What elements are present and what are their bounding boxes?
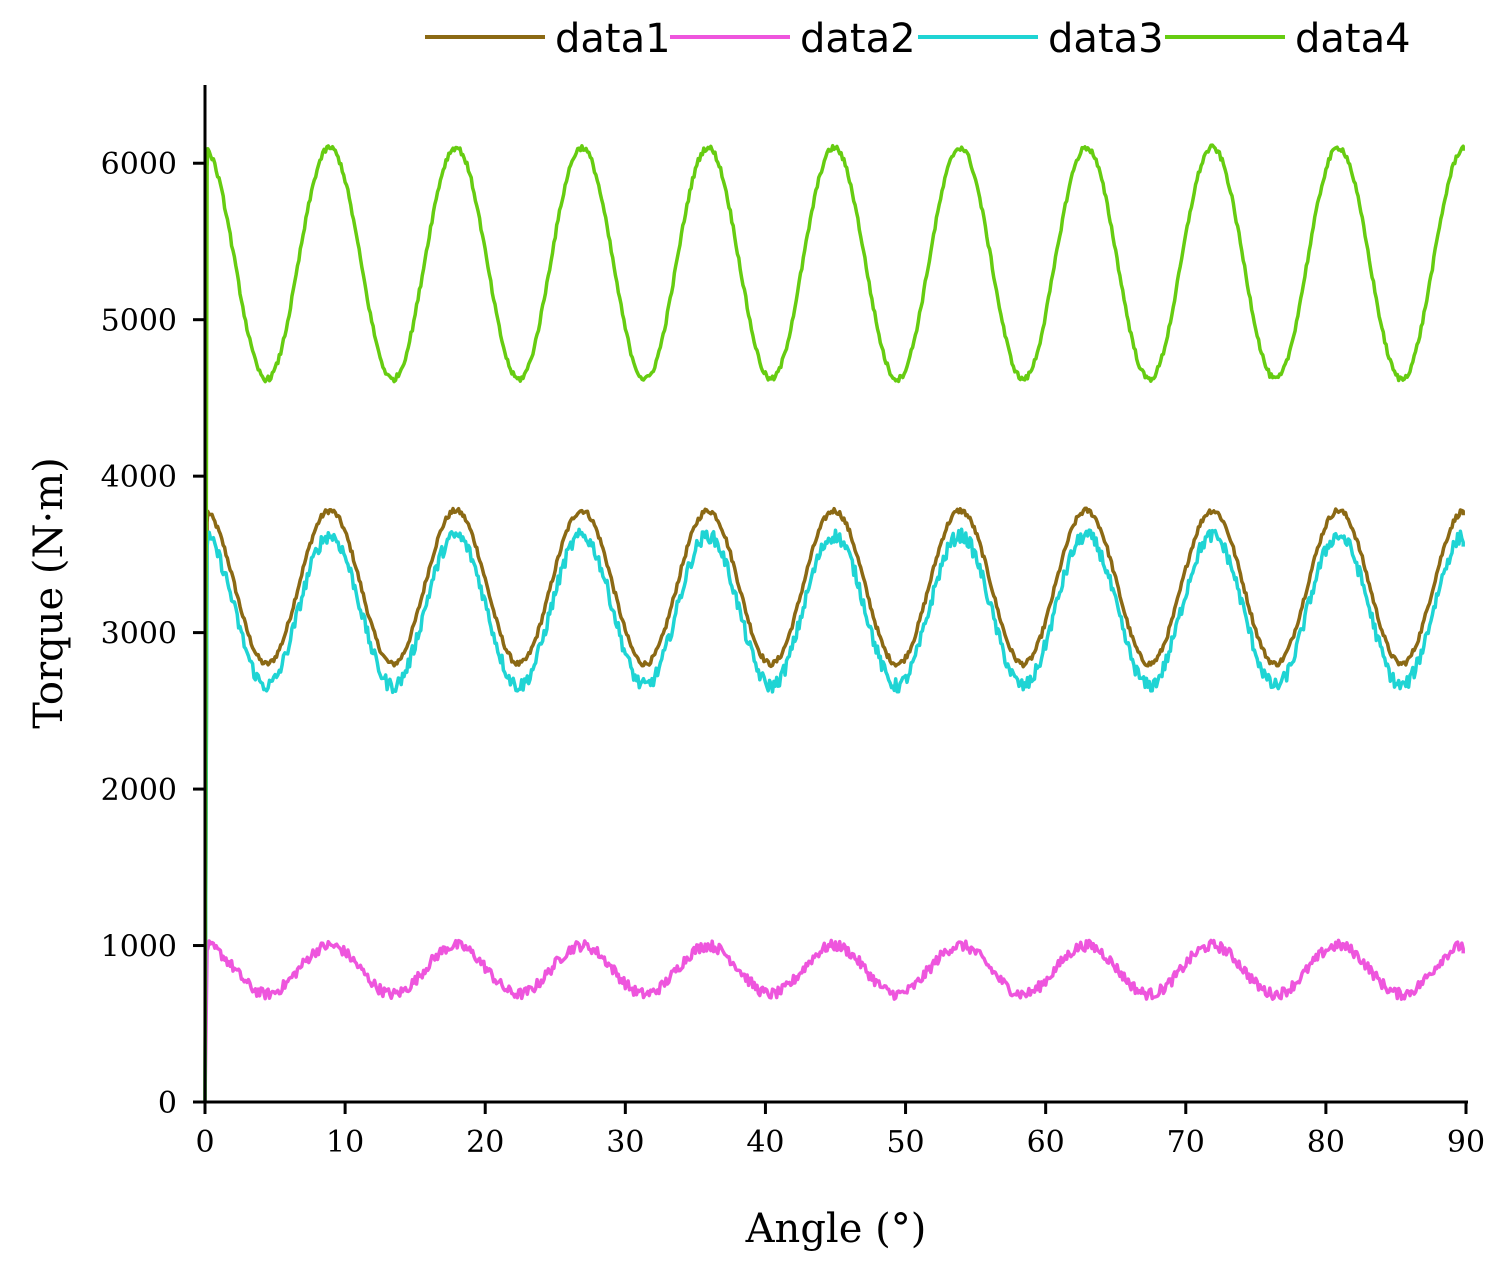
y-tick-label: 5000 bbox=[101, 304, 177, 339]
series-layer bbox=[203, 143, 1465, 1103]
x-tick-label: 80 bbox=[1307, 1125, 1345, 1160]
y-axis-title: Torque (N·m) bbox=[26, 457, 72, 728]
x-tick-label: 10 bbox=[326, 1125, 364, 1160]
series-line-data2 bbox=[203, 938, 1465, 1103]
legend-label-data3: data3 bbox=[1048, 16, 1164, 62]
x-tick-label: 40 bbox=[746, 1125, 784, 1160]
y-tick-label: 1000 bbox=[101, 930, 177, 965]
y-tick-label: 0 bbox=[158, 1086, 177, 1121]
x-tick-label: 50 bbox=[886, 1125, 924, 1160]
x-tick-label: 90 bbox=[1447, 1125, 1485, 1160]
y-tick-label: 4000 bbox=[101, 460, 177, 495]
y-tick-label: 2000 bbox=[101, 773, 177, 808]
x-tick-label: 60 bbox=[1027, 1125, 1065, 1160]
x-tick-label: 20 bbox=[466, 1125, 504, 1160]
y-ticks: 0 1000 2000 3000 4000 5000 6000 bbox=[101, 147, 205, 1121]
series-line-data1 bbox=[203, 506, 1465, 1103]
legend: data1 data2 data3 data4 bbox=[425, 16, 1411, 62]
legend-label-data2: data2 bbox=[800, 16, 916, 62]
x-axis-title: Angle (°) bbox=[745, 1206, 927, 1252]
axes bbox=[203, 85, 1468, 1104]
y-tick-label: 3000 bbox=[101, 617, 177, 652]
series-line-data4 bbox=[203, 143, 1465, 1103]
legend-label-data1: data1 bbox=[555, 16, 671, 62]
legend-label-data4: data4 bbox=[1295, 16, 1411, 62]
x-tick-label: 30 bbox=[606, 1125, 644, 1160]
x-ticks: 0 10 20 30 40 50 60 70 80 90 bbox=[195, 1102, 1485, 1160]
series-line-data3 bbox=[203, 527, 1465, 1103]
x-tick-label: 70 bbox=[1167, 1125, 1205, 1160]
x-tick-label: 0 bbox=[195, 1125, 214, 1160]
y-tick-label: 6000 bbox=[101, 147, 177, 182]
